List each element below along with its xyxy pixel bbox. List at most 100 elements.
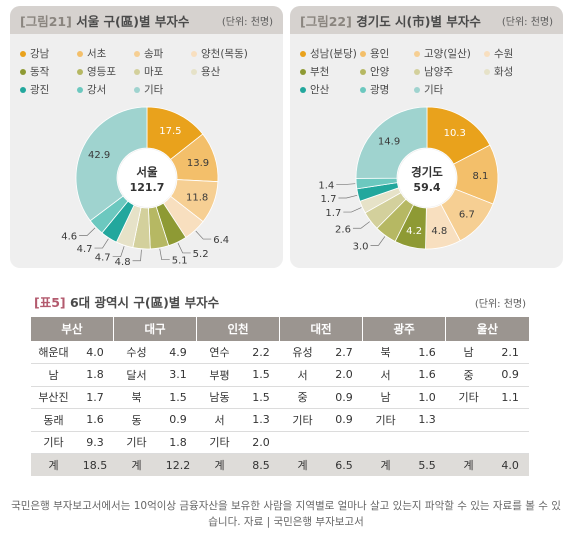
district-cell: 동 [113, 408, 160, 432]
legend-label: 기타 [144, 84, 164, 96]
district-cell: 북 [362, 341, 409, 364]
value-cell: 0.9 [159, 408, 197, 432]
legend-swatch [20, 68, 26, 75]
district-cell: 계 [362, 453, 409, 476]
value-cell: 4.0 [491, 453, 529, 476]
table-row: 기타 9.3 기타 1.8 기타 2.0 [30, 431, 529, 454]
district-cell: 해운대 [30, 341, 77, 364]
value-cell: 1.5 [242, 386, 280, 409]
legend-item: 용인 [360, 46, 414, 61]
table-unit: (단위: 천명) [474, 299, 526, 310]
panel-header: [그림22] 경기도 시(市)별 부자수 (단위: 천명) [290, 6, 563, 34]
total-row: 계 18.5 계 12.2 계 8.5 계 6.5 계 5.5 계 4.0 [30, 453, 529, 476]
legend-swatch [300, 68, 306, 75]
leader-line [343, 207, 362, 213]
district-cell: 서 [196, 408, 243, 432]
legend-swatch [77, 68, 83, 75]
value-cell [408, 431, 446, 454]
donut-hole [118, 149, 176, 207]
district-cell: 중 [445, 363, 492, 387]
legend-swatch [77, 86, 83, 93]
legend-swatch [414, 68, 420, 75]
value-cell: 1.0 [408, 386, 446, 409]
data-label: 6.7 [459, 210, 475, 221]
legend-item: 강남 [20, 46, 77, 61]
value-cell: 1.8 [76, 363, 114, 387]
table-row: 동래 1.6 동 0.9 서 1.3 기타 0.9 기타 1.3 [30, 408, 529, 432]
legend-label: 안양 [370, 66, 390, 78]
data-label: 2.6 [335, 224, 351, 235]
legend-swatch [360, 50, 366, 57]
legend-item: 남양주 [414, 64, 484, 79]
value-cell: 1.8 [159, 431, 197, 454]
value-cell: 1.5 [159, 386, 197, 409]
legend-item: 양천(목동) [191, 46, 271, 61]
city-header: 인천 [196, 317, 280, 341]
district-cell: 유성 [279, 341, 326, 364]
value-cell: 0.9 [491, 363, 529, 387]
leader-line [94, 238, 109, 249]
legend-item: 서초 [77, 46, 134, 61]
district-cell: 동래 [30, 408, 77, 432]
value-cell [325, 431, 363, 454]
legend-item: 수원 [484, 46, 544, 61]
legend-item: 마포 [134, 64, 191, 79]
table-title: [표5] 6대 광역시 구(區)별 부자수 [34, 292, 219, 311]
legend-swatch [134, 50, 140, 57]
value-cell: 2.1 [491, 341, 529, 364]
legend-item: 강서 [77, 82, 134, 97]
leader-line [336, 183, 356, 185]
legend-label: 화성 [494, 66, 514, 78]
leader-line [370, 236, 386, 246]
panel-title: [그림21] 서울 구(區)별 부자수 [20, 11, 189, 30]
unit-label: (단위: 천명) [221, 16, 273, 28]
district-cell [445, 431, 492, 454]
legend-item: 안양 [360, 64, 414, 79]
data-label: 4.8 [115, 257, 131, 268]
legend-swatch [300, 86, 306, 93]
district-cell: 기타 [362, 408, 409, 432]
data-label: 4.2 [406, 226, 422, 237]
leader-line [79, 227, 96, 236]
city-header: 울산 [445, 317, 529, 341]
data-label: 17.5 [159, 126, 181, 137]
legend-item: 기타 [134, 82, 191, 97]
data-label: 4.7 [77, 244, 93, 255]
legend-swatch [134, 86, 140, 93]
value-cell: 1.6 [408, 341, 446, 364]
data-label: 1.4 [318, 181, 334, 192]
legend-swatch [191, 50, 197, 57]
value-cell: 1.5 [242, 363, 280, 387]
data-label: 10.3 [444, 128, 466, 139]
donut-svg: 10.3 8.1 6.7 4.8 4.2 3.02.6 1.7 1.7 1.4 14.9 경기도 59… [318, 106, 499, 252]
value-cell: 5.5 [408, 453, 446, 476]
district-cell: 수성 [113, 341, 160, 364]
panel-header: [그림21] 서울 구(區)별 부자수 (단위: 천명) [10, 6, 283, 34]
legend-label: 광진 [30, 84, 50, 96]
legend-item: 부천 [300, 64, 360, 79]
value-cell: 1.7 [76, 386, 114, 409]
legend-item: 성남(분당) [300, 46, 360, 61]
data-label: 5.1 [172, 256, 188, 267]
legend-label: 강남 [30, 48, 50, 60]
legend: 성남(분당) 용인 고양(일산) 수원 부천 안양 남양주 화성 안산 광명 기타 [300, 46, 557, 97]
value-cell: 0.9 [325, 386, 363, 409]
figure-tag: [그림22] [300, 13, 352, 29]
legend: 강남 서초 송파 양천(목동) 동작 영등포 마포 용산 광진 강서 기타 [20, 46, 277, 97]
data-label: 8.1 [472, 171, 488, 182]
data-label: 42.9 [88, 150, 110, 161]
legend-label: 남양주 [424, 66, 453, 78]
value-cell: 2.0 [325, 363, 363, 387]
legend-swatch [191, 68, 197, 75]
figure-title: 서울 구(區)별 부자수 [76, 13, 190, 29]
legend-swatch [20, 50, 26, 57]
value-cell: 9.3 [76, 431, 114, 454]
district-cell: 기타 [445, 386, 492, 409]
center-label: 경기도 [411, 165, 443, 179]
district-cell: 계 [196, 453, 243, 476]
legend-label: 고양(일산) [424, 48, 471, 60]
legend-label: 서초 [87, 48, 107, 60]
district-cell: 기타 [30, 431, 77, 454]
legend-item: 동작 [20, 64, 77, 79]
footnote: 국민은행 부자보고서에서는 10억이상 금융자산을 보유한 사람을 지역별로 얼… [11, 500, 561, 528]
